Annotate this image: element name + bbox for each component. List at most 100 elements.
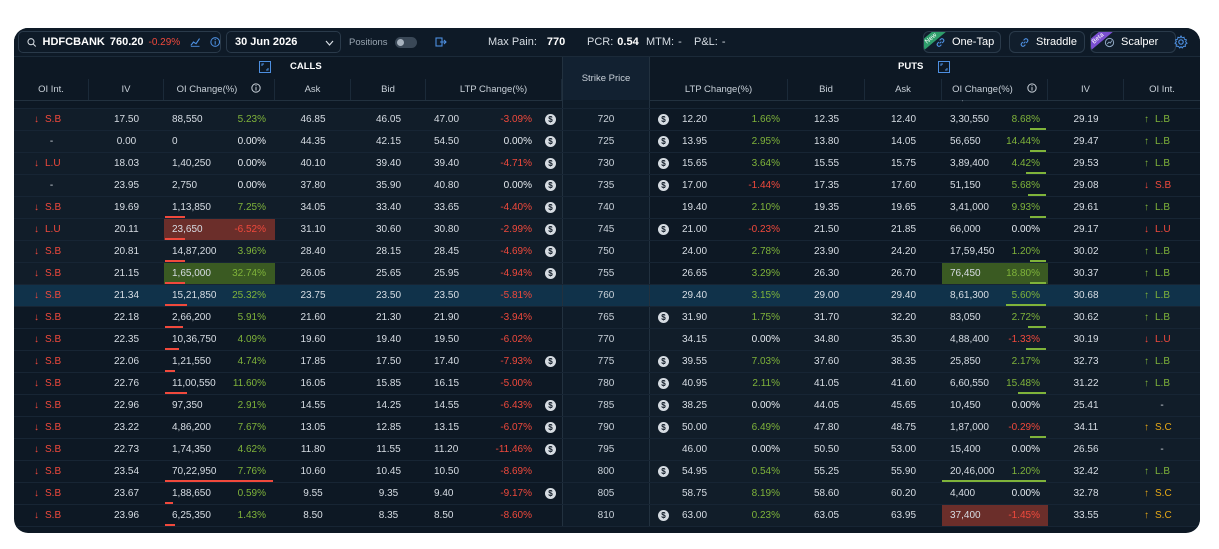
- call-ask[interactable]: 34.05: [300, 202, 326, 213]
- put-bid[interactable]: 13.80: [813, 136, 840, 147]
- call-bid[interactable]: 14.25: [375, 400, 402, 411]
- table-row[interactable]: ↓ S.B 22.06 1,21,550 4.74% 17.85 17.50 17.40 -7.…: [14, 351, 1200, 373]
- call-header-bid[interactable]: Bid: [351, 79, 426, 100]
- call-ask[interactable]: 37.80: [300, 180, 326, 191]
- straddle-button[interactable]: Straddle: [1009, 31, 1085, 53]
- call-header-ltp-change[interactable]: LTP Change(%): [426, 79, 562, 100]
- dollar-coin-icon[interactable]: $: [658, 400, 669, 411]
- dollar-coin-icon[interactable]: $: [658, 510, 669, 521]
- table-row[interactable]: ↓ S.B 22.73 1,74,350 4.62% 11.80 11.55 11.20 -11…: [14, 439, 1200, 461]
- call-bid[interactable]: 33.40: [375, 202, 402, 213]
- table-row[interactable]: ↓ S.B 23.22 4,86,200 7.67% 13.05 12.85 13.15 -6.…: [14, 417, 1200, 439]
- call-ask[interactable]: 26.05: [300, 268, 326, 279]
- put-bid[interactable]: 47.80: [813, 422, 840, 433]
- put-header-iv[interactable]: IV: [1048, 79, 1124, 100]
- table-row[interactable]: ↓ S.B 23.54 70,22,950 7.76% 10.60 10.45 10.50 -8…: [14, 461, 1200, 483]
- dollar-coin-icon[interactable]: $: [545, 224, 556, 235]
- call-ask[interactable]: 11.80: [300, 444, 326, 455]
- info-icon[interactable]: [209, 36, 220, 48]
- put-ask[interactable]: 32.20: [890, 312, 917, 323]
- call-bid[interactable]: 11.55: [376, 444, 401, 455]
- put-ask[interactable]: 53.00: [890, 444, 917, 455]
- dollar-coin-icon[interactable]: $: [658, 466, 669, 477]
- call-ask[interactable]: 14.55: [300, 400, 326, 411]
- put-ask[interactable]: 15.75: [890, 158, 917, 169]
- put-header-ask[interactable]: Ask: [865, 79, 942, 100]
- call-bid[interactable]: 19.40: [375, 334, 402, 345]
- info-icon[interactable]: [1027, 83, 1037, 93]
- call-ask[interactable]: 21.60: [300, 312, 326, 323]
- dollar-coin-icon[interactable]: $: [545, 268, 556, 279]
- put-ask[interactable]: 38.35: [890, 356, 917, 367]
- put-ask[interactable]: 26.70: [890, 268, 917, 279]
- calls-expand-icon[interactable]: [259, 61, 271, 73]
- call-bid[interactable]: 15.85: [375, 378, 402, 389]
- call-bid[interactable]: 25.65: [375, 268, 402, 279]
- put-bid[interactable]: 19.35: [813, 202, 840, 213]
- table-row[interactable]: ↓ S.B 22.35 10,36,750 4.09% 19.60 19.40 19.50 -6…: [14, 329, 1200, 351]
- put-bid[interactable]: 29.00: [813, 290, 840, 301]
- call-bid[interactable]: 23.50: [375, 290, 402, 301]
- dollar-coin-icon[interactable]: $: [545, 444, 556, 455]
- table-row[interactable]: ↓ S.B 20.81 14,87,200 3.96% 28.40 28.15 28.45 -4…: [14, 241, 1200, 263]
- call-ask[interactable]: 46.85: [300, 114, 326, 125]
- put-bid[interactable]: 58.60: [813, 488, 840, 499]
- put-ask[interactable]: 45.65: [890, 400, 917, 411]
- scalper-button[interactable]: Beta Scalper: [1090, 31, 1176, 53]
- put-header-oi-int[interactable]: OI Int.: [1149, 84, 1175, 95]
- call-bid[interactable]: 46.05: [375, 114, 402, 125]
- dollar-coin-icon[interactable]: $: [658, 422, 669, 433]
- dollar-coin-icon[interactable]: $: [658, 114, 669, 125]
- gear-icon[interactable]: [1174, 35, 1188, 49]
- call-header-ask[interactable]: Ask: [275, 79, 351, 100]
- call-ask[interactable]: 44.35: [300, 136, 326, 147]
- dollar-coin-icon[interactable]: $: [545, 356, 556, 367]
- put-bid[interactable]: 41.05: [813, 378, 840, 389]
- put-ask[interactable]: 21.85: [890, 224, 917, 235]
- dollar-coin-icon[interactable]: $: [545, 422, 556, 433]
- put-header-ltp-change[interactable]: LTP Change(%): [650, 79, 788, 100]
- put-bid[interactable]: 50.50: [813, 444, 840, 455]
- table-row[interactable]: ↓ S.B 19.69 1,13,850 7.25% 34.05 33.40 33.65 -4.…: [14, 197, 1200, 219]
- table-row[interactable]: - 0.00 0 0.00% 44.35 42.15 54.50 0.00% $725 $13.9…: [14, 131, 1200, 153]
- positions-toggle[interactable]: [394, 36, 417, 48]
- puts-expand-icon[interactable]: [938, 61, 950, 73]
- put-bid[interactable]: 23.90: [813, 246, 840, 257]
- put-bid[interactable]: 26.30: [813, 268, 840, 279]
- dollar-coin-icon[interactable]: $: [545, 114, 556, 125]
- dollar-coin-icon[interactable]: $: [658, 312, 669, 323]
- call-bid[interactable]: 17.50: [375, 356, 402, 367]
- dollar-coin-icon[interactable]: $: [545, 158, 556, 169]
- info-icon[interactable]: [251, 83, 262, 93]
- expiry-select[interactable]: 30 Jun 2026: [226, 31, 341, 53]
- put-bid[interactable]: 55.25: [813, 466, 840, 477]
- call-ask[interactable]: 16.05: [300, 378, 326, 389]
- call-bid[interactable]: 39.40: [375, 158, 402, 169]
- table-row[interactable]: ↓ S.B 23.67 1,88,650 0.59% 9.55 9.35 9.40 -9.17%…: [14, 483, 1200, 505]
- dollar-coin-icon[interactable]: $: [545, 136, 556, 147]
- put-bid[interactable]: 15.55: [813, 158, 840, 169]
- call-bid[interactable]: 35.90: [375, 180, 402, 191]
- table-row[interactable]: ↓ S.B 22.18 2,66,200 5.91% 21.60 21.30 21.90 -3.…: [14, 307, 1200, 329]
- call-ask[interactable]: 19.60: [300, 334, 326, 345]
- dollar-coin-icon[interactable]: $: [658, 378, 669, 389]
- table-row[interactable]: ↓ S.B 22.96 97,350 2.91% 14.55 14.25 14.55 -6.43…: [14, 395, 1200, 417]
- put-bid[interactable]: 12.35: [813, 114, 840, 125]
- put-ask[interactable]: 12.40: [890, 114, 917, 125]
- table-row[interactable]: ↓ L.U 18.03 1,40,250 0.00% 40.10 39.40 39.40 -4.…: [14, 153, 1200, 175]
- table-row[interactable]: - 23.95 2,750 0.00% 37.80 35.90 40.80 0.00% $735…: [14, 175, 1200, 197]
- call-bid[interactable]: 12.85: [375, 422, 402, 433]
- put-header-oi-change[interactable]: OI Change(%): [942, 79, 1048, 100]
- call-ask[interactable]: 23.75: [300, 290, 326, 301]
- put-bid[interactable]: 37.60: [813, 356, 840, 367]
- dollar-coin-icon[interactable]: $: [658, 158, 669, 169]
- call-ask[interactable]: 13.05: [300, 422, 326, 433]
- one-tap-button[interactable]: New One-Tap: [923, 31, 1001, 53]
- dollar-coin-icon[interactable]: $: [545, 202, 556, 213]
- call-ask[interactable]: 17.85: [300, 356, 326, 367]
- put-ask[interactable]: 17.60: [890, 180, 917, 191]
- dollar-coin-icon[interactable]: $: [658, 136, 669, 147]
- dollar-coin-icon[interactable]: $: [658, 180, 669, 191]
- dollar-coin-icon[interactable]: $: [658, 356, 669, 367]
- call-ask[interactable]: 8.50: [303, 510, 323, 521]
